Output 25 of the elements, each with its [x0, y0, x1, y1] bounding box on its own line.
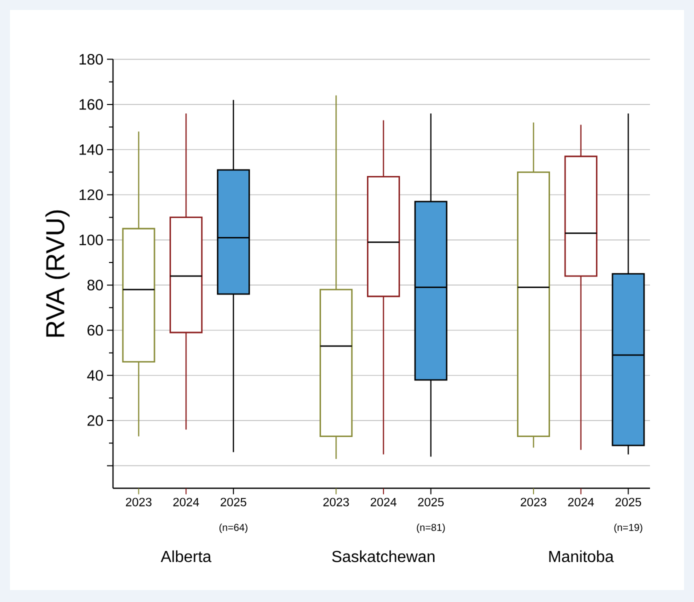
y-tick-label: 20 [88, 415, 103, 426]
y-tick-label: 160 [80, 99, 103, 110]
text: 2023 [323, 498, 349, 506]
text: (n=64) [219, 524, 248, 533]
text: 2023 [520, 498, 546, 506]
x-tick-label: Alberta [160, 550, 212, 562]
y-axis-title: RVA (RVU) [45, 210, 70, 337]
y-tick-label: 40 [87, 370, 103, 381]
text: (n=81) [416, 524, 445, 533]
text: 2025 [418, 498, 444, 506]
x-tick-label: Saskatchewan [332, 550, 434, 562]
y-tick-label: 100 [80, 234, 103, 246]
y-tick-label: 120 [80, 189, 103, 200]
text: 2024 [370, 498, 396, 506]
legend-label: 2025 [220, 498, 246, 506]
x-tick-label: Manitoba [549, 550, 614, 562]
text: 2025 [616, 498, 642, 506]
y-tick-label: 180 [80, 54, 103, 65]
legend-label: 2024 [173, 498, 200, 506]
text: 2024 [568, 498, 594, 506]
y-tick-label: 140 [80, 144, 103, 155]
y-tick-label: 60 [88, 324, 103, 336]
legend-label: 2023 [126, 498, 152, 506]
y-tick-label: 80 [87, 280, 103, 290]
text: (n=19) [614, 524, 642, 533]
